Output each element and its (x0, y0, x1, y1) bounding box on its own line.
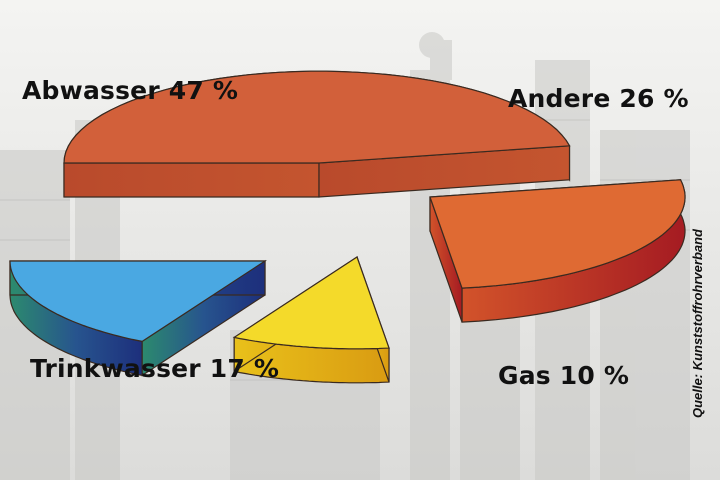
slice-label-abwasser: Abwasser 47 % (22, 76, 239, 105)
slice-top (9, 260, 268, 343)
pie-slice-gas (232, 255, 390, 384)
pie-slice-andere (429, 179, 686, 323)
slice-top (63, 70, 571, 164)
source-note: Quelle: Kunststoffrohrverband (690, 228, 705, 418)
pie-slice-trinkwasser (9, 259, 268, 377)
slice-top (232, 256, 390, 350)
pie-slices (9, 70, 686, 384)
slice-side (63, 162, 320, 198)
slice-label-andere: Andere 26 % (508, 84, 689, 113)
slice-top (429, 179, 686, 289)
slice-label-trinkwasser: Trinkwasser 17 % (30, 354, 280, 383)
slice-label-gas: Gas 10 % (498, 361, 630, 390)
pie-slice-abwasser (63, 70, 571, 198)
